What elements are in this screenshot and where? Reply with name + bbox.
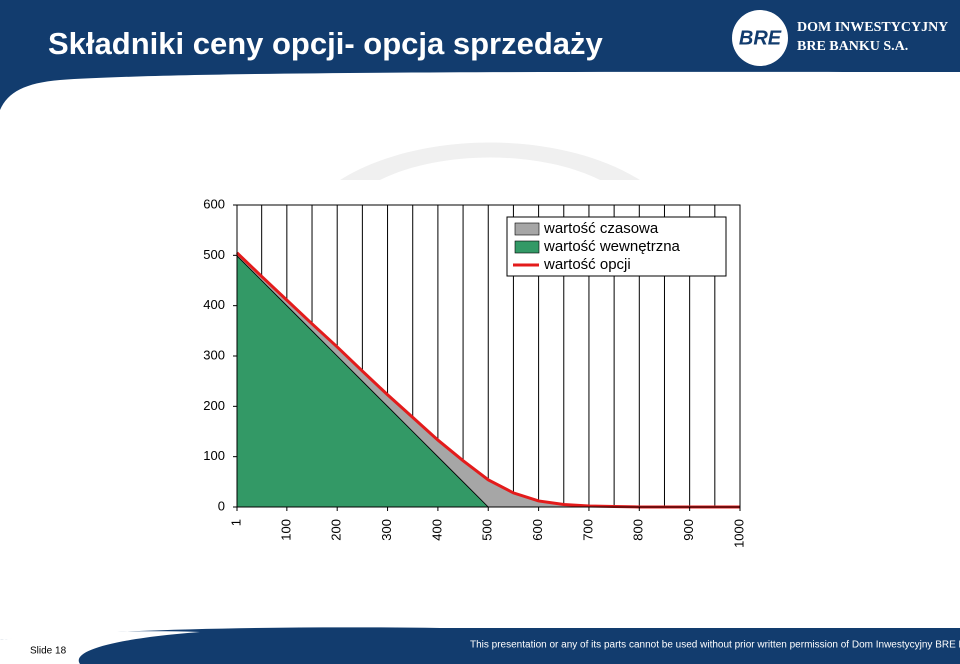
legend-swatch (514, 240, 540, 254)
x-tick-label: 800 (631, 519, 646, 541)
x-tick-label: 200 (329, 519, 344, 541)
x-tick-label: 300 (379, 519, 394, 541)
legend-swatch (514, 222, 540, 236)
slide-title: Składniki ceny opcji- opcja sprzedaży (48, 26, 604, 61)
watermark (340, 142, 640, 180)
x-tick-label: 700 (580, 519, 595, 541)
legend-label: wartość czasowa (543, 220, 659, 237)
y-tick-label: 200 (203, 398, 225, 413)
chart: 0 100 200 300 400 500 600 1 100 200 300 400 500 600 70… (203, 196, 746, 547)
slide-number: Slide 18 (30, 646, 67, 657)
logo-mark: BRE (739, 27, 782, 49)
legend-label: wartość wewnętrzna (543, 238, 681, 255)
x-tick-label: 600 (530, 519, 545, 541)
x-tick-label: 1 (228, 519, 243, 526)
y-tick-label: 500 (203, 247, 225, 262)
y-tick-label: 400 (203, 297, 225, 312)
logo-text: BRE BANKU S.A. (797, 39, 908, 54)
footer-notice: This presentation or any of its parts ca… (470, 640, 960, 651)
x-tick-label: 1000 (731, 519, 746, 548)
legend-label: wartość opcji (543, 256, 631, 273)
x-tick-label: 100 (278, 519, 293, 541)
y-tick-label: 100 (203, 448, 225, 463)
x-tick-label: 400 (429, 519, 444, 541)
y-tick-label: 300 (203, 347, 225, 362)
header-band (0, 0, 960, 110)
x-tick-label: 500 (480, 519, 495, 541)
footer-curve (0, 631, 200, 664)
y-tick-label: 600 (203, 196, 225, 211)
y-tick-label: 0 (218, 498, 225, 513)
logo-circle (732, 10, 788, 66)
logo-text: DOM INWESTYCYJNY (797, 20, 948, 35)
x-tick-label: 900 (681, 519, 696, 541)
legend-box (506, 216, 727, 277)
footer-band (0, 627, 960, 664)
